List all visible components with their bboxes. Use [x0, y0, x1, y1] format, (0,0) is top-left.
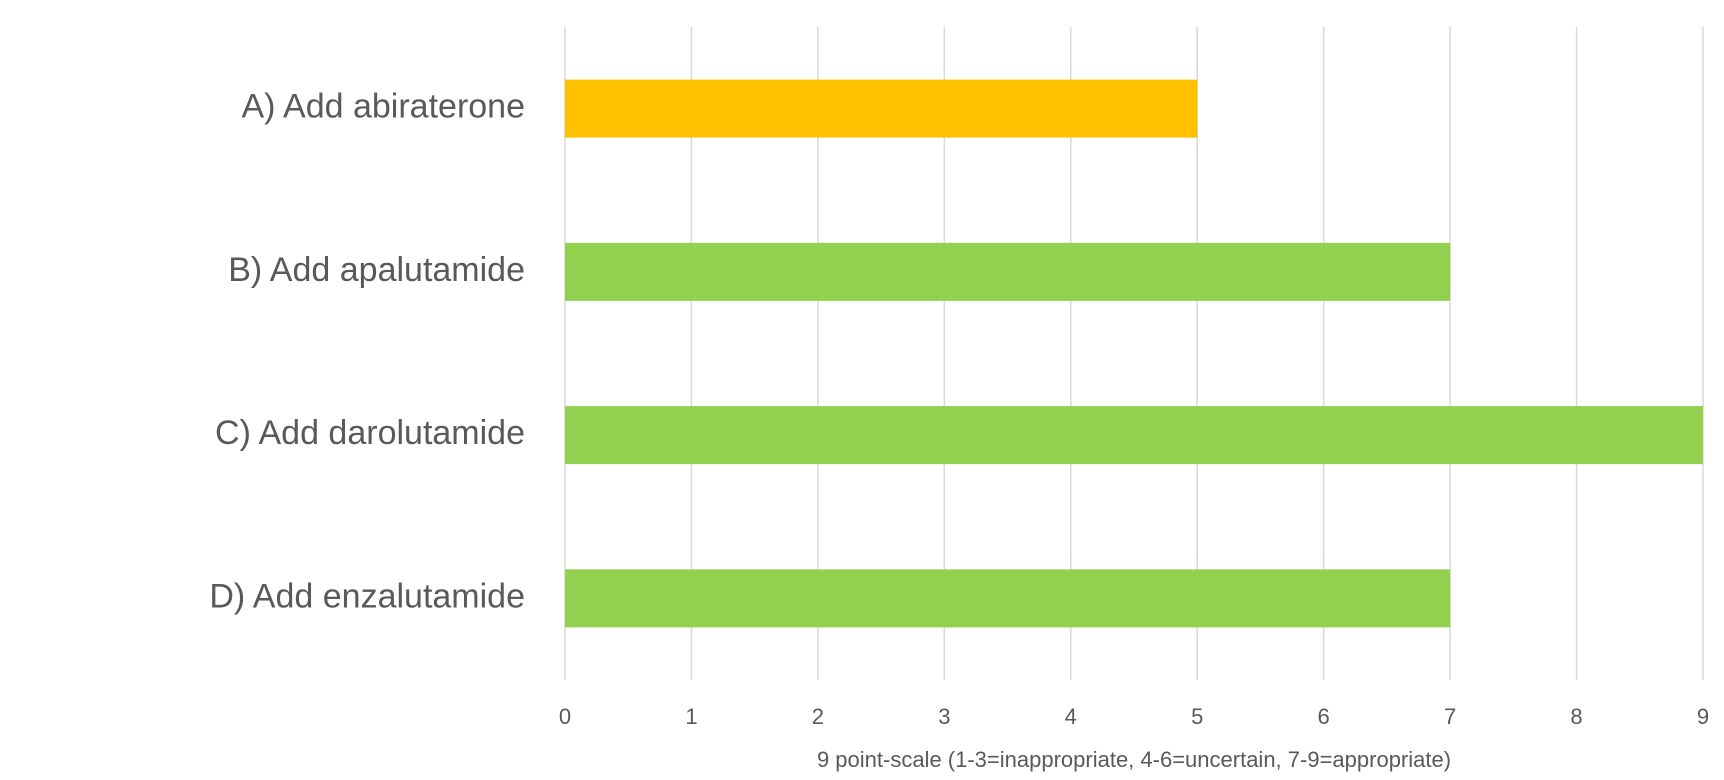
x-tick-label: 2: [812, 704, 824, 729]
x-tick-label: 4: [1065, 704, 1077, 729]
bar: [565, 79, 1198, 138]
category-label: D) Add enzalutamide: [209, 577, 525, 615]
category-label: A) Add abiraterone: [241, 88, 525, 126]
x-tick-label: 7: [1444, 704, 1456, 729]
category-label: C) Add darolutamide: [215, 414, 525, 452]
bar: [565, 406, 1703, 465]
x-axis-title: 9 point-scale (1-3=inappropriate, 4-6=un…: [817, 747, 1451, 772]
x-tick-label: 1: [685, 704, 697, 729]
x-tick-label: 0: [559, 704, 571, 729]
x-tick-label: 8: [1570, 704, 1582, 729]
bar: [565, 242, 1451, 301]
x-tick-label: 6: [1318, 704, 1330, 729]
category-label: B) Add apalutamide: [228, 251, 525, 289]
x-tick-label: 5: [1191, 704, 1203, 729]
bar: [565, 569, 1451, 628]
x-tick-label: 9: [1697, 704, 1709, 729]
x-tick-label: 3: [938, 704, 950, 729]
